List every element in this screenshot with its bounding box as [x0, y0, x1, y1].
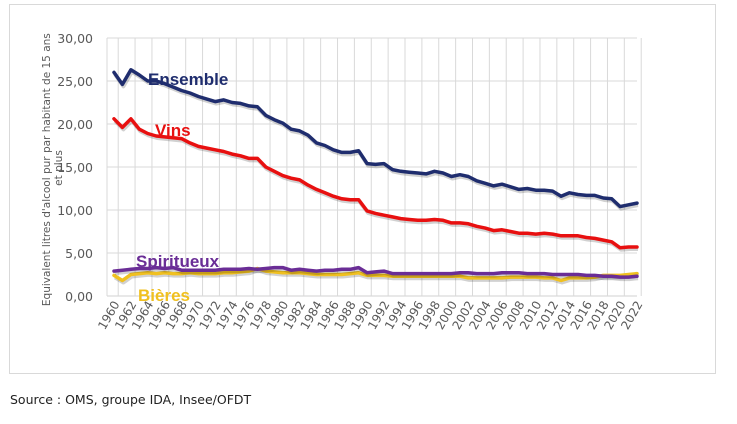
label-bieres: Bières	[138, 286, 190, 305]
y-tick-label: 5,00	[65, 246, 93, 261]
series-shadow-vins	[113, 118, 638, 252]
y-axis-label-line-1: Equivalent litres d'alcool pur par habit…	[41, 33, 53, 306]
y-tick-label: 25,00	[57, 74, 93, 89]
chart-frame	[9, 4, 716, 374]
series-line-vins	[112, 117, 639, 250]
y-tick-label: 15,00	[57, 160, 93, 175]
series-shadow-bieres	[113, 268, 639, 285]
series-shadow-ensemble	[113, 69, 639, 211]
series-labels: Ensemble Vins Spiritueux Bières	[136, 70, 228, 305]
series-line-spiritueux	[112, 265, 639, 279]
y-axis-ticks: 0,00 5,00 10,00 15,00 20,00 25,00 30,00	[57, 31, 93, 304]
series-lines	[112, 68, 639, 285]
label-vins: Vins	[155, 121, 191, 140]
series-line-ensemble	[112, 68, 639, 209]
y-axis-label-line-2: et plus	[53, 150, 65, 186]
series-line-bieres	[112, 266, 639, 283]
y-tick-label: 30,00	[57, 31, 93, 46]
y-axis-label: Equivalent litres d'alcool pur par habit…	[41, 30, 65, 306]
y-tick-label: 10,00	[57, 203, 93, 218]
label-ensemble: Ensemble	[148, 70, 228, 89]
source-caption: Source : OMS, groupe IDA, Insee/OFDT	[10, 392, 252, 407]
label-spiritueux: Spiritueux	[136, 252, 220, 271]
line-chart: 0,00 5,00 10,00 15,00 20,00 25,00 30,00 196019…	[41, 30, 646, 332]
series-shadow-spiritueux	[114, 267, 639, 282]
y-tick-label: 20,00	[57, 117, 93, 132]
x-axis-ticks: 1960196219641966196819701972197419761978…	[95, 299, 645, 332]
y-tick-label: 0,00	[65, 289, 93, 304]
